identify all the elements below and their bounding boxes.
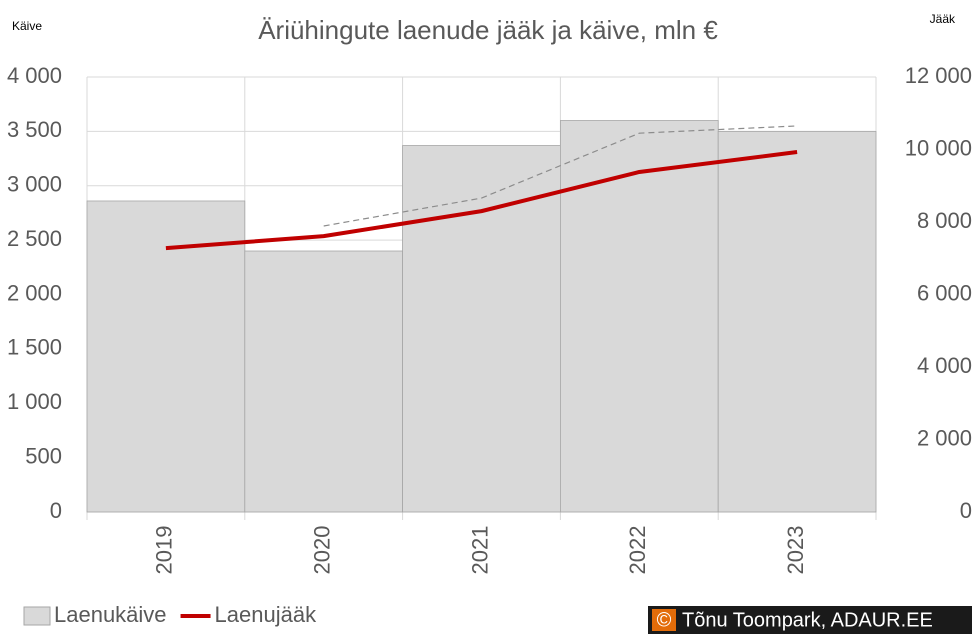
y2-tick-label: 4 000: [917, 353, 972, 378]
legend-swatch: [23, 606, 51, 626]
y2-tick-label: 8 000: [917, 208, 972, 233]
source-box: [648, 606, 972, 634]
y-tick-label: 3 500: [7, 117, 62, 142]
y-tick-label: 0: [50, 498, 62, 523]
y-tick-label: 1 000: [7, 389, 62, 414]
y2-tick-label: 2 000: [917, 425, 972, 450]
y2-axis-label: Jääk: [930, 12, 956, 26]
source: Tõnu Toompark, ADAUR.EE: [682, 609, 933, 631]
y-tick-label: 2 500: [7, 226, 62, 251]
source-icon-box: [652, 609, 676, 631]
bar: [717, 130, 877, 513]
legend-label: Laenujääk: [215, 602, 318, 627]
x-tick-label: 2020: [310, 526, 335, 575]
chart-title: Äriühingute laenude jääk ja käive, mln €: [258, 15, 718, 45]
y2-tick-label: 12 000: [905, 63, 972, 88]
y-axis-label: Käive: [12, 19, 42, 33]
y2-tick-label: 10 000: [905, 135, 972, 160]
line: [165, 150, 798, 251]
bar: [244, 250, 404, 513]
y-tick-label: 1 500: [7, 335, 62, 360]
x-tick-label: 2023: [783, 526, 808, 575]
source-icon: ©: [657, 609, 672, 631]
x-tick-label: 2019: [152, 526, 177, 575]
y2-tick-label: 0: [960, 498, 972, 523]
dashed-line: [323, 125, 798, 227]
bar: [560, 120, 719, 513]
legend-label: Laenukäive: [54, 602, 167, 627]
y-tick-label: 500: [25, 443, 62, 468]
bar: [86, 200, 246, 513]
y2-tick-label: 6 000: [917, 280, 972, 305]
y-tick-label: 2 000: [7, 280, 62, 305]
x-tick-label: 2022: [625, 526, 650, 575]
x-tick-label: 2021: [467, 526, 492, 575]
y-tick-label: 3 000: [7, 172, 62, 197]
y-tick-label: 4 000: [7, 63, 62, 88]
bar: [402, 145, 561, 513]
